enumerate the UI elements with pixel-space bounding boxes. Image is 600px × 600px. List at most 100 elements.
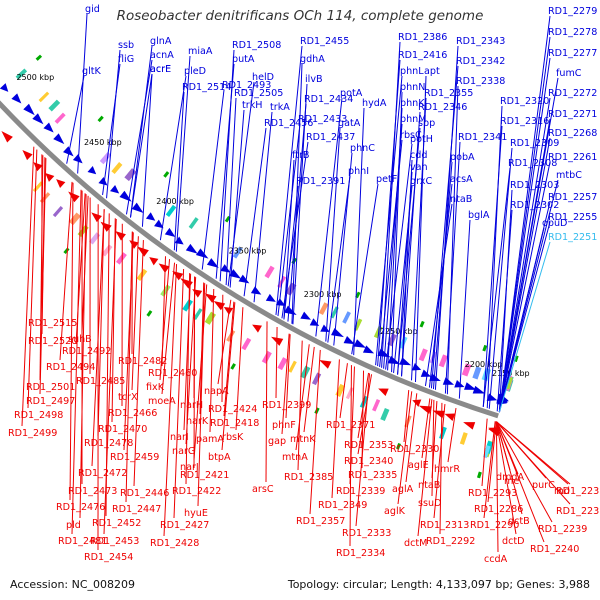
forward-gene-label: RD1_2493 <box>222 80 271 91</box>
forward-gene-label: sbp <box>418 118 435 129</box>
reverse-gene-label: RD1_2286 <box>474 504 523 515</box>
reverse-gene-label: RD1_2340 <box>344 456 393 467</box>
forward-gene-label: RD1_2416 <box>398 50 447 61</box>
reverse-gene-label: RD1_2237 <box>556 506 600 517</box>
reverse-gene-arrow <box>1 130 13 143</box>
forward-gene-arrow <box>454 380 465 388</box>
reverse-gene-label: RD1_2427 <box>160 520 209 531</box>
reverse-gene-label: hyuE <box>184 508 208 519</box>
forward-gene-label: gltK <box>82 66 102 77</box>
forward-gene-leader <box>325 127 341 342</box>
reverse-gene-label: RD1_2446 <box>120 488 169 499</box>
reverse-gene-label: RD1_2482 <box>118 356 167 367</box>
forward-gene-arrow <box>164 227 176 238</box>
reverse-gene-label: RD1_2453 <box>90 536 139 547</box>
forward-gene-label: apt <box>424 66 440 77</box>
forward-gene-label: RD1_2342 <box>456 56 505 67</box>
cog-bar-inner <box>99 151 112 165</box>
reverse-gene-leader <box>131 236 139 391</box>
forward-gene-label: potH <box>410 134 433 145</box>
forward-gene-leader <box>225 97 237 286</box>
reverse-gene-leader <box>355 373 371 527</box>
forward-gene-leader <box>377 59 401 367</box>
reverse-gene-label: btpA <box>208 452 231 463</box>
forward-gene-arrow <box>420 369 432 377</box>
forward-gene-arrow <box>53 133 65 145</box>
reverse-gene-label: phnF <box>272 420 296 431</box>
forward-gene-arrow <box>63 146 74 157</box>
cog-bar-outer <box>311 372 322 386</box>
reverse-gene-arrow <box>463 422 476 430</box>
forward-gene-label: ssb <box>118 40 134 51</box>
forward-gene-leader <box>353 107 365 356</box>
cog-bar-outer <box>52 205 64 218</box>
reverse-gene-label: narK <box>186 416 209 427</box>
forward-gene-arrow <box>411 363 422 371</box>
forward-gene-label: hydA <box>362 98 387 109</box>
cog-bar-inner <box>387 333 397 347</box>
forward-gene-leader <box>129 73 153 218</box>
reverse-gene-label: narJ <box>180 462 199 473</box>
forward-gene-leader <box>444 141 461 394</box>
forward-gene-label: RD1_2355 <box>424 88 473 99</box>
cog-bar-outer <box>372 399 381 412</box>
forward-gene-label: rbsC <box>400 130 422 141</box>
forward-gene-arrow <box>275 298 286 306</box>
reverse-gene-arrow <box>378 388 389 397</box>
forward-gene-leader <box>432 161 453 390</box>
cog-bar-outer <box>89 232 101 245</box>
reverse-gene-leader <box>357 374 373 455</box>
forward-gene-arrow <box>343 335 355 345</box>
forward-gene-label: RD1_2277 <box>548 48 597 59</box>
reverse-gene-arrow <box>115 231 126 241</box>
cog-bar-outer <box>241 337 252 351</box>
cog-bar-inner <box>111 162 123 174</box>
reverse-gene-leader <box>97 209 105 437</box>
reverse-gene-label: RD1_2424 <box>208 404 257 415</box>
reverse-gene-arrow <box>45 173 55 182</box>
reverse-gene-label: rnd <box>554 486 570 497</box>
forward-gene-label: RD1_2391 <box>296 176 345 187</box>
reverse-gene-label: fixK <box>146 382 165 393</box>
genome-backbone <box>0 100 499 419</box>
reverse-gene-leader <box>173 268 185 519</box>
reverse-gene-leader <box>69 182 74 501</box>
reverse-gene-leader <box>481 418 488 487</box>
reverse-gene-label: ccdA <box>484 554 508 565</box>
cog-bar-outer <box>68 212 81 226</box>
topology-label: Topology: circular; Length: 4,133,097 bp… <box>287 578 590 591</box>
reverse-gene-label: RD1_2452 <box>92 518 141 529</box>
reverse-gene-leader <box>285 334 291 419</box>
reverse-gene-label: aglK <box>384 506 406 517</box>
reverse-gene-leader <box>281 333 290 435</box>
reverse-gene-leader <box>59 181 73 361</box>
forward-gene-label: helD <box>252 72 274 83</box>
forward-gene-leader <box>498 97 551 413</box>
forward-gene-label: trkA <box>270 102 290 113</box>
forward-gene-leader <box>283 159 295 320</box>
forward-gene-label: RD1_2386 <box>398 32 447 43</box>
reverse-gene-leader <box>495 421 553 523</box>
forward-gene-leader <box>498 118 551 413</box>
reverse-gene-leader <box>193 276 196 469</box>
reverse-gene-leader <box>21 146 35 427</box>
reverse-gene-leader <box>496 421 571 485</box>
forward-gene-arrow <box>300 311 311 320</box>
reverse-gene-leader <box>235 307 244 431</box>
reverse-gene-label: mtnA <box>282 452 308 463</box>
forward-gene-leader <box>173 91 185 251</box>
cog-bar-outer <box>380 408 390 422</box>
reverse-gene-label: ntaB <box>418 480 440 491</box>
forward-gene-leader <box>498 57 551 413</box>
cog-bar-inner <box>188 217 199 229</box>
kbp-tick-label: 2500 kbp <box>16 73 54 82</box>
forward-gene-leader <box>446 85 459 395</box>
forward-gene-arrow <box>43 122 54 133</box>
reverse-gene-leader <box>421 398 431 459</box>
reverse-gene-label: RD1_2428 <box>150 538 199 549</box>
reverse-gene-leader <box>159 259 171 381</box>
reverse-gene-leader <box>495 421 499 553</box>
reverse-gene-label: RD1_2466 <box>108 408 157 419</box>
reverse-gene-leader <box>297 340 303 471</box>
